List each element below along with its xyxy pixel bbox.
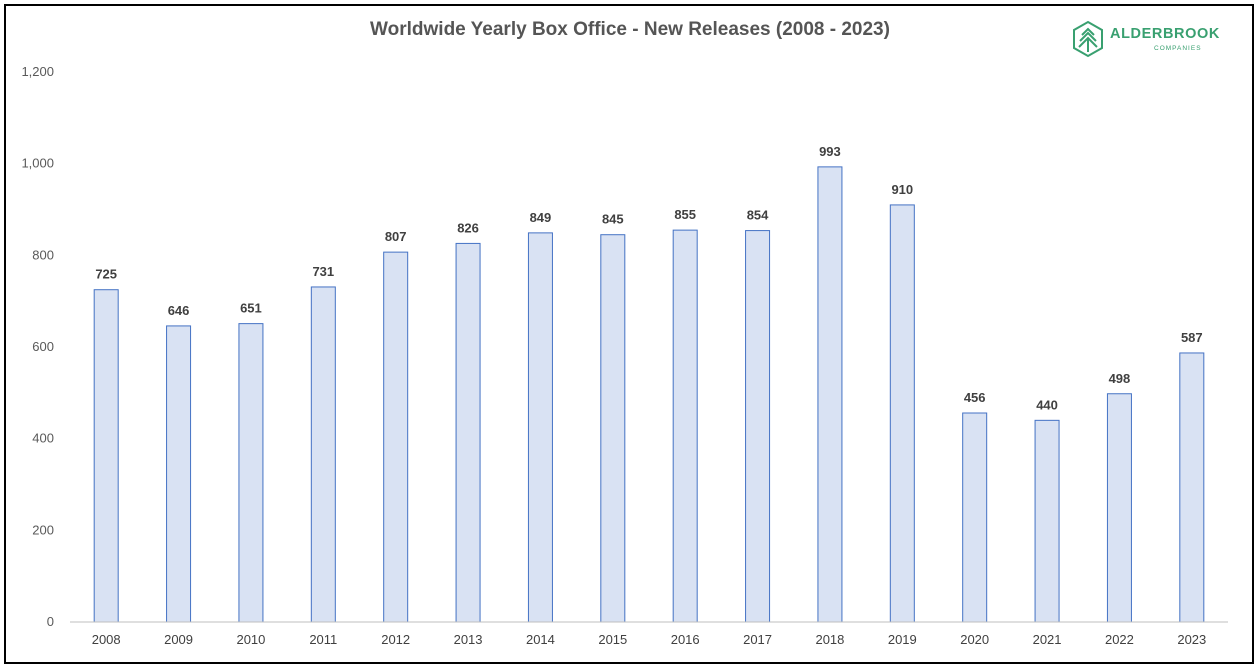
x-tick-label: 2020 — [960, 632, 989, 647]
x-tick-label: 2018 — [815, 632, 844, 647]
bar — [745, 230, 771, 623]
data-label: 651 — [240, 301, 262, 316]
x-tick-label: 2014 — [526, 632, 555, 647]
data-label: 646 — [168, 303, 190, 318]
y-tick-label: 200 — [32, 522, 54, 537]
data-label: 855 — [674, 207, 696, 222]
bar — [383, 251, 409, 623]
bar — [817, 166, 843, 623]
bars-group — [93, 166, 1205, 623]
y-axis: 0 200 400 600 800 1,000 1,200 — [21, 64, 54, 629]
x-tick-label: 2012 — [381, 632, 410, 647]
data-label: 807 — [385, 229, 407, 244]
data-label: 993 — [819, 144, 841, 159]
bar — [1034, 419, 1060, 623]
bar — [1106, 393, 1132, 623]
bar — [672, 229, 698, 623]
bar — [527, 232, 553, 623]
data-label: 910 — [891, 182, 913, 197]
data-labels: 725 646 651 731 807 826 849 845 855 854 993 910 456 4… — [95, 144, 1202, 412]
x-tick-label: 2010 — [236, 632, 265, 647]
x-tick-label: 2009 — [164, 632, 193, 647]
data-label: 440 — [1036, 397, 1058, 412]
x-tick-label: 2017 — [743, 632, 772, 647]
x-tick-label: 2022 — [1105, 632, 1134, 647]
y-tick-label: 400 — [32, 431, 54, 446]
bar — [962, 412, 988, 623]
bar — [310, 286, 336, 623]
bar — [889, 204, 915, 623]
data-label: 498 — [1109, 371, 1131, 386]
alderbrook-logo: ALDERBROOK COMPANIES — [1071, 19, 1231, 59]
bar — [455, 242, 481, 623]
x-tick-label: 2019 — [888, 632, 917, 647]
bar — [1179, 352, 1205, 623]
y-tick-label: 1,200 — [21, 64, 54, 79]
data-label: 456 — [964, 390, 986, 405]
y-tick-label: 600 — [32, 339, 54, 354]
x-tick-label: 2011 — [309, 632, 337, 647]
y-tick-label: 800 — [32, 247, 54, 262]
y-tick-label: 1,000 — [21, 156, 54, 171]
x-tick-label: 2013 — [454, 632, 483, 647]
x-tick-label: 2016 — [671, 632, 700, 647]
bar — [166, 325, 192, 623]
chart-title: Worldwide Yearly Box Office - New Releas… — [370, 19, 890, 40]
x-tick-label: 2015 — [598, 632, 627, 647]
data-label: 845 — [602, 212, 624, 227]
data-label: 849 — [530, 210, 552, 225]
bar — [93, 289, 119, 623]
data-label: 854 — [747, 208, 769, 223]
bar — [238, 323, 264, 623]
x-axis: 2008 2009 2010 2011 2012 2013 2014 2015 2016 2017… — [92, 632, 1207, 647]
bar — [600, 234, 626, 623]
data-label: 587 — [1181, 330, 1203, 345]
data-label: 725 — [95, 267, 117, 282]
y-tick-label: 0 — [47, 614, 54, 629]
data-label: 826 — [457, 220, 479, 235]
data-label: 731 — [312, 264, 334, 279]
logo-name: ALDERBROOK — [1110, 26, 1220, 42]
x-tick-label: 2008 — [92, 632, 121, 647]
x-tick-label: 2021 — [1033, 632, 1062, 647]
tree-hexagon-icon — [1073, 20, 1103, 58]
x-tick-label: 2023 — [1177, 632, 1206, 647]
logo-tagline: COMPANIES — [1154, 45, 1202, 52]
